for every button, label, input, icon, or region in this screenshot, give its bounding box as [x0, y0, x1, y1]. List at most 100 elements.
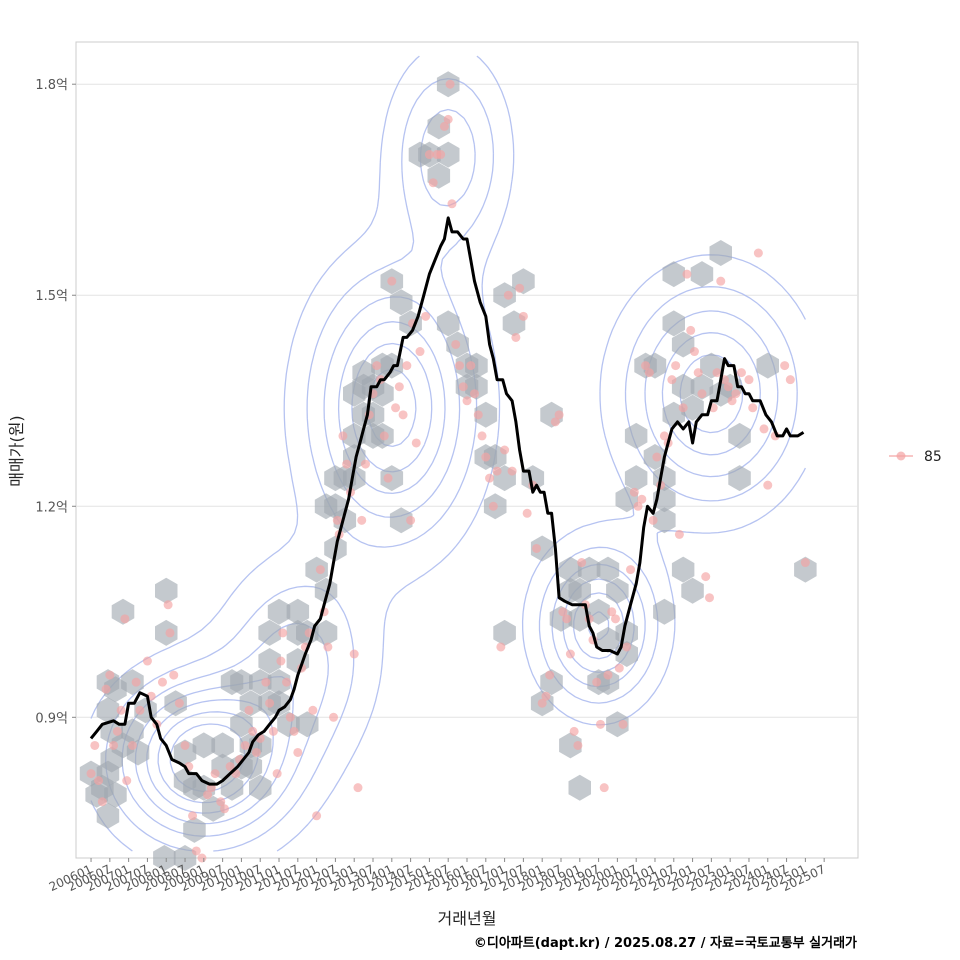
data-point: [727, 396, 737, 406]
data-point: [406, 515, 416, 525]
data-point: [265, 698, 275, 708]
data-point: [500, 445, 510, 455]
data-point: [323, 642, 333, 652]
data-point: [163, 600, 173, 610]
data-point: [496, 642, 506, 652]
data-point: [142, 656, 152, 666]
x-axis: 2006012006072007012007072008012008072009…: [47, 858, 827, 894]
hexbin-cell: [220, 774, 244, 801]
data-point: [436, 150, 446, 160]
data-point: [443, 114, 453, 124]
data-point: [652, 452, 662, 462]
hexbin-cell: [230, 711, 253, 738]
data-point: [644, 368, 654, 378]
data-point: [485, 473, 495, 483]
data-point: [466, 361, 476, 371]
x-axis-title: 거래년월: [438, 909, 497, 928]
hexbin-cell: [493, 619, 516, 646]
data-point: [127, 740, 137, 750]
data-point: [174, 698, 184, 708]
data-point: [357, 515, 367, 525]
hexbin-cell: [728, 465, 751, 492]
moving-average-line: [89, 216, 805, 786]
data-point: [712, 368, 722, 378]
data-point: [251, 747, 261, 757]
data-point: [545, 670, 555, 680]
y-axis-title: 매매가(원): [7, 415, 26, 486]
data-point: [415, 347, 425, 357]
data-point: [637, 494, 647, 504]
hexbin-cell: [596, 626, 620, 653]
data-point: [90, 740, 100, 750]
hexbin-cell: [230, 669, 253, 696]
data-point: [289, 726, 299, 736]
hexbin-cell: [671, 331, 695, 358]
hexbin-cell: [192, 732, 216, 759]
data-point: [165, 628, 175, 638]
data-point: [800, 558, 810, 568]
data-point: [458, 382, 468, 392]
hexbin-cell: [690, 373, 714, 400]
data-point: [477, 431, 487, 441]
gridlines: [76, 83, 858, 718]
plot-background: [75, 41, 859, 859]
data-point: [308, 705, 318, 715]
hexbin-cell: [104, 781, 127, 808]
hexbin-cell: [267, 690, 291, 717]
hexbin-cell: [624, 422, 648, 449]
hexbin-cell: [662, 310, 685, 337]
data-point: [748, 403, 758, 413]
hexbin-cell: [690, 261, 714, 288]
data-point: [532, 543, 542, 553]
hexbin-cell: [653, 598, 676, 625]
density-contour: [105, 78, 798, 852]
data-point: [402, 361, 412, 371]
y-tick-label: 0.9억: [35, 711, 68, 726]
data-point: [225, 762, 235, 772]
hexbin-cell: [465, 352, 488, 379]
data-point: [428, 178, 438, 188]
hexbin-cell: [155, 577, 178, 604]
data-point: [135, 705, 145, 715]
data-point: [622, 642, 632, 652]
data-point: [188, 811, 198, 821]
data-point: [349, 649, 359, 659]
hexbin-cell: [258, 619, 281, 646]
data-point: [372, 361, 382, 371]
data-point: [210, 769, 220, 779]
data-point: [470, 389, 480, 399]
data-point: [86, 769, 96, 779]
data-point: [522, 508, 532, 518]
legend: 85: [889, 449, 942, 465]
data-point: [293, 747, 303, 757]
hexbin-cell: [121, 718, 144, 745]
data-point: [603, 670, 613, 680]
hexbin-cell: [267, 669, 291, 696]
data-point: [445, 79, 455, 89]
data-point: [421, 311, 431, 321]
hexbin-cell: [756, 352, 779, 379]
data-point: [180, 740, 190, 750]
data-point: [315, 565, 325, 575]
data-point: [697, 389, 707, 399]
hexbin-cell: [249, 669, 272, 696]
hexbin-layer: [79, 71, 817, 871]
data-point: [131, 677, 141, 687]
data-point: [595, 719, 605, 729]
data-point: [439, 121, 449, 131]
data-point: [611, 614, 621, 624]
data-point: [332, 515, 342, 525]
data-point: [391, 403, 401, 413]
hexbin-cell: [596, 556, 620, 583]
data-point: [558, 607, 568, 617]
data-point: [282, 677, 292, 687]
data-point: [97, 797, 107, 807]
hexbin-cell: [436, 310, 460, 337]
hexbin-cell: [258, 648, 281, 674]
data-point: [618, 719, 628, 729]
data-point: [511, 332, 521, 342]
data-point: [329, 712, 339, 722]
data-point: [424, 150, 434, 160]
data-point: [101, 684, 111, 694]
data-point: [278, 628, 288, 638]
